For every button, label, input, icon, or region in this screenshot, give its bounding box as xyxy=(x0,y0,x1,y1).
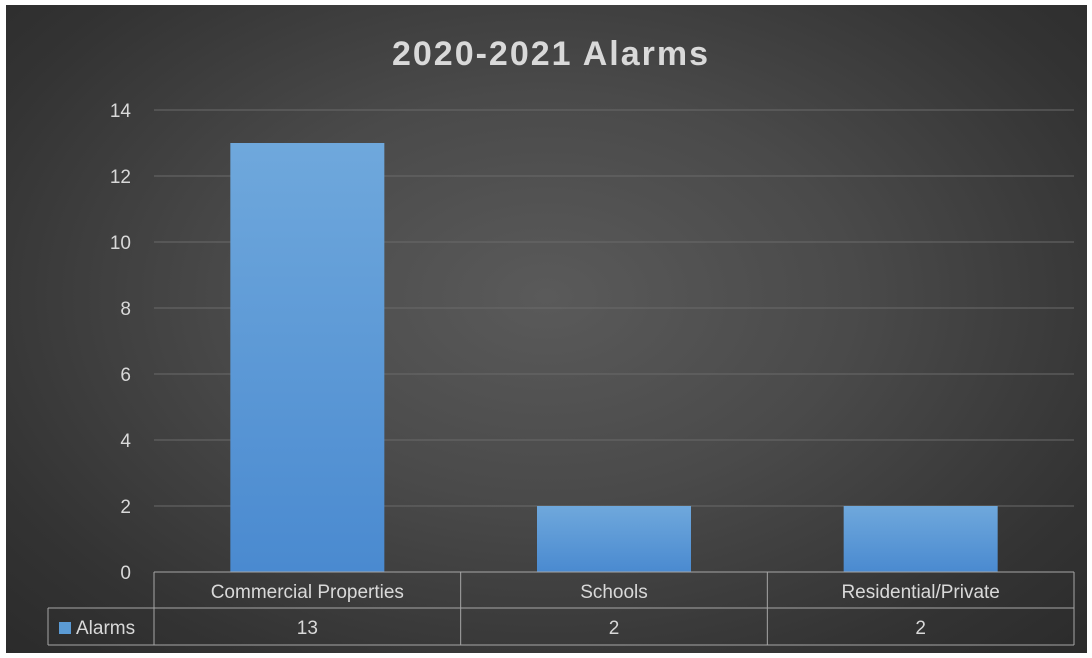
bar xyxy=(537,506,691,572)
y-tick-label: 2 xyxy=(120,497,131,518)
y-axis-ticks: 0 2 4 6 8 10 12 14 xyxy=(110,101,132,584)
table-cell: 13 xyxy=(297,618,318,639)
y-tick-label: 4 xyxy=(120,431,131,452)
y-tick-label: 12 xyxy=(110,167,131,188)
legend-label: Alarms xyxy=(76,618,135,639)
y-tick-label: 10 xyxy=(110,233,131,254)
bar xyxy=(230,143,385,572)
x-tick-label: Schools xyxy=(580,582,648,603)
data-table: Commercial Properties Schools Residential/… xyxy=(47,571,1075,646)
y-tick-label: 8 xyxy=(120,299,131,320)
x-tick-label: Residential/Private xyxy=(841,582,999,603)
table-cell: 2 xyxy=(609,618,620,639)
chart-title: 2020-2021 Alarms xyxy=(392,35,710,73)
y-tick-label: 6 xyxy=(120,365,131,386)
bar xyxy=(843,506,998,572)
bars xyxy=(230,143,998,572)
y-tick-label: 0 xyxy=(120,563,131,584)
chart-frame: 2020-2021 Alarms 0 2 4 6 8 10 12 14 Commercial … xyxy=(6,5,1087,653)
y-tick-label: 14 xyxy=(110,101,132,122)
x-tick-label: Commercial Properties xyxy=(211,582,404,603)
bar-chart: 2020-2021 Alarms 0 2 4 6 8 10 12 14 Commercial … xyxy=(47,35,1075,646)
legend-swatch xyxy=(59,622,71,634)
table-cell: 2 xyxy=(915,618,926,639)
